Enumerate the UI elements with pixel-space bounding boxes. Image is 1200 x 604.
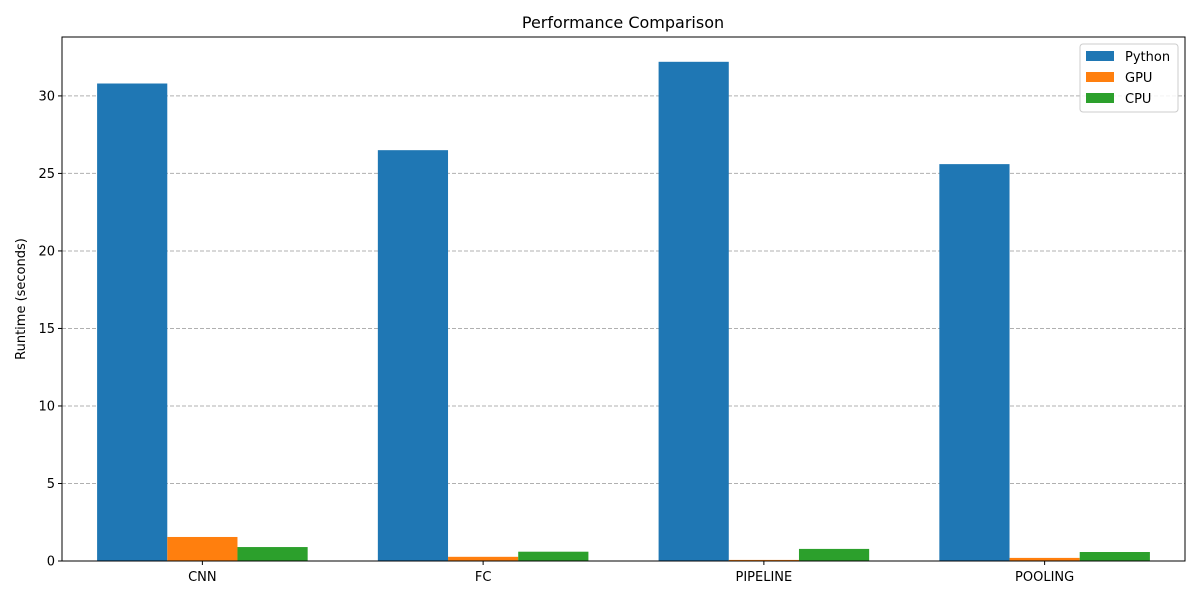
bar-cpu-pipeline bbox=[798, 548, 870, 561]
bar-python-pooling bbox=[939, 164, 1010, 561]
y-tick-label: 20 bbox=[38, 244, 55, 259]
bar-python-pipeline bbox=[658, 61, 729, 561]
legend-swatch bbox=[1086, 93, 1114, 103]
bar-cpu-fc bbox=[518, 551, 589, 561]
plot-frame bbox=[61, 36, 1186, 562]
legend: Python GPU CPU bbox=[1079, 43, 1179, 113]
bar-cpu-cnn bbox=[237, 547, 308, 561]
y-tick-label: 10 bbox=[38, 399, 55, 414]
x-tick-label: FC bbox=[475, 570, 492, 585]
x-tick-label: POOLING bbox=[1015, 570, 1074, 585]
bar-gpu-fc bbox=[448, 556, 519, 561]
grid-lines bbox=[62, 95, 1185, 484]
x-tick-label: PIPELINE bbox=[736, 570, 793, 585]
bar-python-fc bbox=[377, 150, 449, 561]
legend-swatch bbox=[1086, 72, 1114, 82]
bar-python-cnn bbox=[97, 83, 168, 561]
x-axis: CNN FC PIPELINE POOLING bbox=[188, 561, 1074, 585]
legend-label: Python bbox=[1125, 50, 1170, 65]
bars bbox=[97, 61, 1150, 561]
legend-swatch bbox=[1086, 51, 1114, 61]
y-tick-label: 5 bbox=[47, 477, 55, 492]
y-axis-label: Runtime (seconds) bbox=[14, 238, 29, 360]
y-tick-label: 15 bbox=[38, 322, 55, 337]
bar-gpu-pipeline bbox=[728, 559, 799, 561]
chart-title: Performance Comparison bbox=[522, 13, 724, 32]
bar-cpu-pooling bbox=[1079, 552, 1150, 561]
y-tick-label: 0 bbox=[47, 555, 55, 570]
legend-label: GPU bbox=[1125, 71, 1152, 86]
y-axis: 0 5 10 15 20 25 30 bbox=[38, 89, 62, 570]
bar-gpu-cnn bbox=[167, 536, 238, 561]
x-tick-label: CNN bbox=[188, 570, 217, 585]
bar-gpu-pooling bbox=[1009, 557, 1080, 561]
y-tick-label: 30 bbox=[38, 89, 55, 104]
legend-label: CPU bbox=[1125, 92, 1151, 107]
y-tick-label: 25 bbox=[38, 167, 55, 182]
